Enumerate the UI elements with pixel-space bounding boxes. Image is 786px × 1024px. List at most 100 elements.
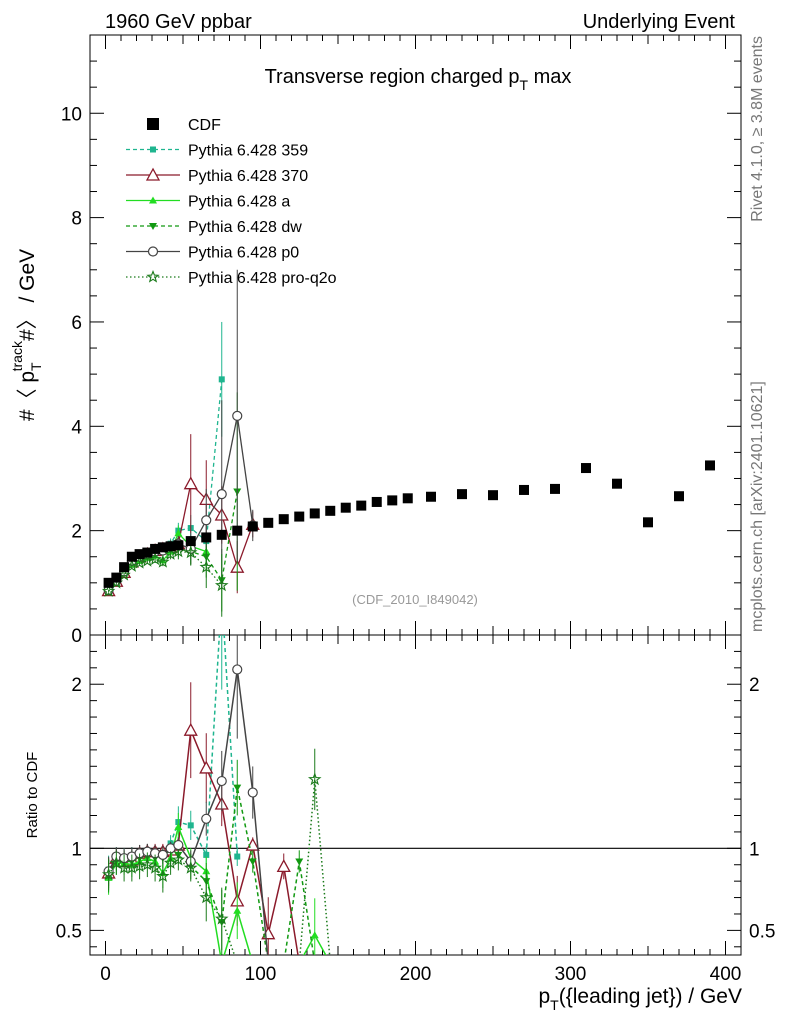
cdf-point (103, 577, 114, 588)
mc-ratio-point (214, 911, 229, 925)
mc-ratio-point (201, 813, 212, 824)
legend-label: CDF (188, 117, 221, 134)
cdf-point (705, 460, 715, 471)
mc-ratio-point (101, 867, 116, 881)
cdf-point (643, 517, 653, 528)
mc-ratio-point (199, 760, 214, 774)
y-tick-label: 6 (71, 313, 82, 334)
cdf-point (185, 536, 196, 547)
mc-main-point (148, 552, 162, 566)
header-left: 1960 GeV ppbar (105, 11, 252, 33)
mc-ratio-point (233, 906, 242, 914)
mc-ratio-point (295, 858, 304, 866)
cdf-point (457, 489, 467, 500)
ratio-tick-label-left: 2 (71, 675, 82, 696)
axis-ticks: 0 100 200 300 400 0 2 4 6 8 10 0.5 1 2 0.5 1 2 (56, 35, 775, 985)
legend-label: Pythia 6.428 370 (188, 168, 308, 185)
cdf-point (278, 514, 289, 525)
cdf-point (173, 540, 184, 551)
cdf-point (402, 493, 413, 504)
legend-marker (147, 118, 159, 130)
legend-entry: Pythia 6.428 p0 (126, 245, 299, 262)
mc-ratio-point (157, 849, 168, 860)
legend-entry: Pythia 6.428 dw (126, 219, 302, 236)
x-axis-label: pT({leading jet}) / GeV (538, 985, 742, 1013)
plot-title: Transverse region charged pT max (265, 66, 572, 93)
legend-marker (150, 146, 156, 153)
mc-main-point (174, 529, 183, 537)
ylabel-sub: T (28, 362, 44, 371)
legend-marker (145, 167, 161, 181)
x-tick-label: 200 (400, 964, 432, 985)
cdf-point (232, 525, 243, 536)
mc-main-point (232, 410, 243, 421)
mc-main-point (214, 578, 229, 592)
legend-label: Pythia 6.428 359 (188, 143, 308, 160)
mc-ratio-point (171, 852, 186, 866)
mc-ratio-point (248, 858, 257, 866)
mc-main-point (163, 547, 178, 560)
mc-ratio-point (199, 890, 214, 904)
mc-ratio-line (107, 669, 269, 955)
legend-entry: Pythia 6.428 370 (126, 167, 308, 185)
cdf-point (150, 543, 161, 554)
mc-ratio-point (183, 860, 198, 874)
mc-ratio-point (310, 931, 319, 939)
mc-ratio-point (232, 664, 243, 675)
cdf-point (201, 532, 212, 543)
mc-ratio-point (109, 856, 124, 869)
mc-ratio-point (187, 822, 194, 829)
side-mcplots-label: mcplots.cern.ch [arXiv:2401.10621] (749, 381, 766, 632)
ylabel-a: #〈 p (16, 371, 39, 421)
cdf-point (488, 490, 498, 501)
legend-label: Pythia 6.428 pro-q2o (188, 270, 337, 287)
cdf-point (247, 521, 258, 532)
cdf-point (426, 491, 436, 502)
y-tick-label: 4 (71, 417, 82, 438)
mc-main-line (108, 482, 254, 592)
mc-ratio-point (216, 775, 227, 787)
mc-main-point (183, 545, 198, 559)
legend-label: Pythia 6.428 a (188, 194, 290, 211)
legend-entry: Pythia 6.428 pro-q2o (126, 269, 337, 287)
legend-entry: Pythia 6.428 359 (126, 143, 308, 160)
legend: CDF Pythia 6.428 359 Pythia 6.428 370 Pythi… (126, 117, 337, 287)
mc-series-ratio (101, 635, 331, 955)
mc-ratio-point (307, 772, 322, 786)
cdf-point (111, 572, 122, 583)
xlabel-sub: T (550, 997, 559, 1013)
mc-main-point (183, 476, 198, 490)
cdf-point (263, 517, 274, 528)
cdf-point (371, 496, 382, 507)
mc-ratio-line (107, 824, 327, 955)
xlabel-main: p (538, 985, 550, 1008)
mc-ratio-point (148, 860, 162, 874)
cdf-point (134, 549, 145, 560)
cdf-point (126, 551, 137, 562)
mc-ratio-point (156, 869, 170, 883)
ylabel-b: #〉 / GeV (16, 249, 39, 341)
mc-main-point (101, 584, 116, 597)
mc-main-point (201, 515, 212, 526)
y-tick-label: 2 (71, 522, 82, 543)
y-tick-label: 0 (71, 626, 82, 647)
y-tick-label: 8 (71, 209, 82, 230)
title-main: Transverse region charged p (265, 66, 520, 88)
ylabel-sup: track (9, 340, 25, 371)
mc-ratio-point (173, 839, 184, 851)
cdf-point (356, 500, 367, 511)
x-tick-label: 400 (710, 964, 742, 985)
cdf-point (119, 562, 130, 573)
x-tick-label: 100 (245, 964, 277, 985)
cdf-point (325, 505, 336, 516)
cdf-point (294, 511, 305, 522)
side-rivet-label: Rivet 4.1.0, ≥ 3.8M events (749, 36, 766, 222)
title-sub: T (520, 77, 529, 93)
mc-ratio-point (276, 859, 291, 873)
mc-main-point (218, 376, 225, 383)
mc-main-point (199, 560, 214, 573)
cdf-point (387, 495, 398, 506)
legend-marker (149, 196, 157, 204)
mc-main-series (104, 392, 242, 612)
mc-ratio-series (103, 635, 269, 955)
